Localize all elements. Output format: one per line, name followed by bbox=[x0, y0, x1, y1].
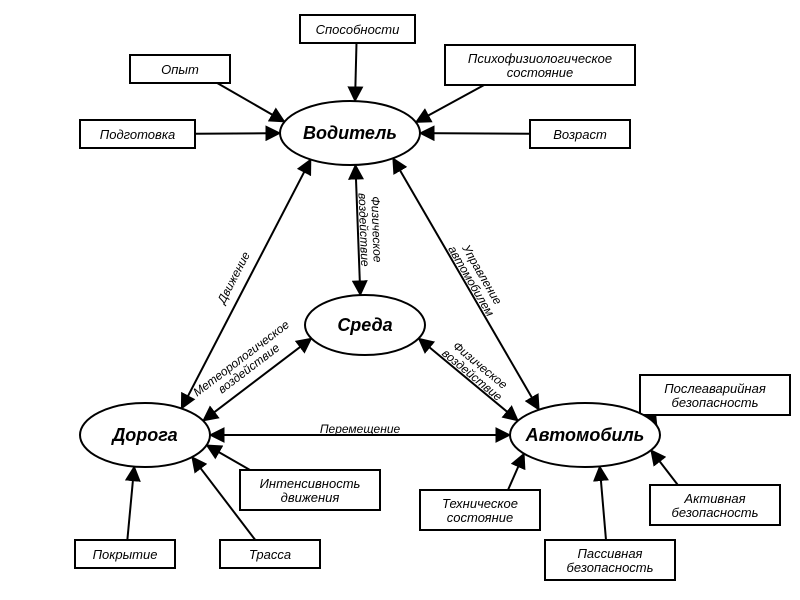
attr-prep: Подготовка bbox=[80, 120, 195, 148]
node-road: Дорога bbox=[80, 403, 210, 467]
svg-text:Среда: Среда bbox=[337, 315, 392, 335]
svg-text:Водитель: Водитель bbox=[303, 123, 397, 143]
edge-label-road-car: Перемещение bbox=[320, 422, 401, 436]
node-car: Автомобиль bbox=[510, 403, 660, 467]
svg-text:Метеорологическое: Метеорологическое bbox=[190, 317, 292, 399]
svg-text:воздействие: воздействие bbox=[356, 193, 373, 267]
attr-edge-tech bbox=[508, 454, 524, 490]
edge-label-env-road: Метеорологическоевоздействие bbox=[190, 317, 299, 409]
svg-text:Техническоесостояние: Техническоесостояние bbox=[442, 495, 518, 524]
svg-text:Послеаварийнаябезопасность: Послеаварийнаябезопасность bbox=[664, 380, 766, 409]
svg-text:Подготовка: Подготовка bbox=[100, 127, 175, 142]
attr-act: Активнаябезопасность bbox=[650, 485, 780, 525]
attr-edge-exp bbox=[217, 83, 284, 122]
svg-text:Дорога: Дорога bbox=[110, 425, 177, 445]
edge-label-driver-car: Управлениеавтомобилем bbox=[445, 237, 508, 319]
attr-pass: Пассивнаябезопасность bbox=[545, 540, 675, 580]
attr-post: Послеаварийнаябезопасность bbox=[640, 375, 790, 415]
node-env: Среда bbox=[305, 295, 425, 355]
svg-text:Движение: Движение bbox=[214, 249, 253, 307]
svg-text:Пассивнаябезопасность: Пассивнаябезопасность bbox=[567, 545, 654, 574]
node-driver: Водитель bbox=[280, 101, 420, 165]
attr-edge-abil bbox=[355, 43, 356, 101]
attr-abil: Способности bbox=[300, 15, 415, 43]
svg-text:Активнаябезопасность: Активнаябезопасность bbox=[672, 490, 759, 519]
attr-route: Трасса bbox=[220, 540, 320, 568]
svg-text:Трасса: Трасса bbox=[249, 547, 291, 562]
attr-edge-cover bbox=[127, 467, 134, 540]
attr-edge-psy bbox=[416, 85, 484, 122]
attr-edge-pass bbox=[600, 466, 606, 540]
attr-edge-age bbox=[420, 133, 530, 134]
attr-psy: Психофизиологическоесостояние bbox=[445, 45, 635, 85]
attr-edge-prep bbox=[195, 133, 280, 134]
edge-label-driver-road: Движение bbox=[214, 249, 253, 307]
attr-intens: Интенсивностьдвижения bbox=[240, 470, 380, 510]
attr-cover: Покрытие bbox=[75, 540, 175, 568]
edge-label-driver-env: Физическоевоздействие bbox=[356, 192, 385, 267]
attr-edge-act bbox=[651, 450, 678, 485]
svg-text:Возраст: Возраст bbox=[553, 127, 607, 142]
svg-text:Покрытие: Покрытие bbox=[93, 547, 158, 562]
attr-tech: Техническоесостояние bbox=[420, 490, 540, 530]
diagram-canvas: Движение Управлениеавтомобилем Физическоев… bbox=[0, 0, 800, 600]
attr-exp: Опыт bbox=[130, 55, 230, 83]
attr-edge-intens bbox=[207, 445, 250, 470]
svg-text:Автомобиль: Автомобиль bbox=[525, 425, 645, 445]
svg-text:Опыт: Опыт bbox=[161, 62, 199, 77]
svg-text:Способности: Способности bbox=[316, 22, 400, 37]
svg-text:Перемещение: Перемещение bbox=[320, 422, 401, 436]
attr-age: Возраст bbox=[530, 120, 630, 148]
